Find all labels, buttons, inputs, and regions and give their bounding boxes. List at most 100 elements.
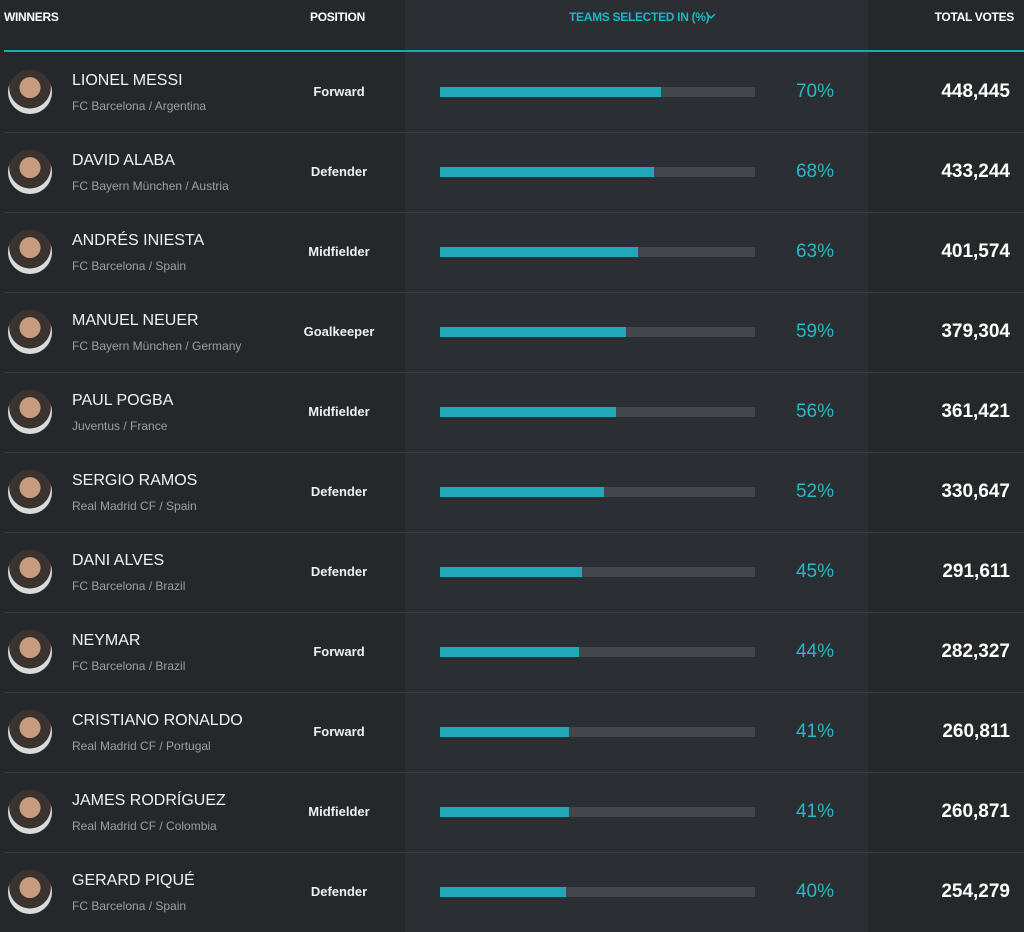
row-divider [4, 292, 1024, 293]
sort-chevron[interactable] [706, 12, 716, 20]
row-divider [4, 772, 1024, 773]
bar-track [440, 407, 755, 417]
bar-fill [440, 407, 617, 417]
bar-track [440, 167, 755, 177]
player-name: ANDRÉS INIESTA [72, 232, 205, 249]
bar-track [440, 87, 755, 97]
total-votes: 260,871 [941, 801, 1010, 822]
player-club: FC Bayern München / Austria [72, 179, 229, 193]
column-header[interactable]: TOTAL VOTES [934, 10, 1015, 24]
bar-fill [440, 327, 626, 337]
player-club: FC Barcelona / Spain [72, 899, 187, 913]
header-divider [4, 50, 1024, 52]
total-votes: 260,811 [942, 721, 1010, 742]
player-avatar [8, 630, 52, 674]
bar-track [440, 807, 755, 817]
player-avatar [8, 710, 52, 754]
player-avatar [8, 550, 52, 594]
player-club: FC Barcelona / Brazil [72, 579, 186, 593]
player-name: CRISTIANO RONALDO [72, 712, 243, 729]
percent-label: 45% [795, 561, 835, 582]
total-votes: 330,647 [941, 481, 1010, 502]
percent-label: 52% [795, 481, 835, 502]
player-name: LIONEL MESSI [72, 72, 183, 89]
bar-track [440, 487, 755, 497]
bar-fill [440, 727, 570, 737]
player-position: Defender [310, 564, 368, 579]
row-divider [4, 692, 1024, 693]
sorted-column-highlight [405, 0, 868, 932]
row-divider [4, 452, 1024, 453]
row-divider [4, 852, 1024, 853]
player-name: PAUL POGBA [72, 392, 174, 409]
total-votes: 254,279 [941, 881, 1010, 902]
player-name: JAMES RODRÍGUEZ [72, 792, 226, 809]
percent-label: 41% [795, 721, 835, 742]
player-name: NEYMAR [72, 632, 141, 649]
row-divider [4, 132, 1024, 133]
player-position: Forward [313, 84, 365, 99]
player-club: FC Barcelona / Brazil [72, 659, 186, 673]
total-votes: 401,574 [941, 241, 1010, 262]
column-header[interactable]: WINNERS [4, 10, 59, 24]
percent-label: 70% [795, 81, 835, 102]
player-avatar [8, 390, 52, 434]
bar-fill [440, 567, 582, 577]
player-avatar [8, 70, 52, 114]
player-name: GERARD PIQUÉ [72, 872, 195, 889]
bar-fill [440, 887, 566, 897]
percent-label: 63% [795, 241, 835, 262]
row-divider [4, 212, 1024, 213]
bar-fill [440, 807, 570, 817]
player-position: Forward [313, 644, 365, 659]
percent-label: 59% [795, 321, 835, 342]
player-avatar [8, 230, 52, 274]
player-position: Defender [310, 884, 368, 899]
total-votes: 361,421 [941, 401, 1010, 422]
row-divider [4, 612, 1024, 613]
player-avatar [8, 470, 52, 514]
bar-track [440, 567, 755, 577]
player-club: Real Madrid CF / Spain [72, 499, 197, 513]
column-header[interactable]: POSITION [310, 10, 365, 24]
total-votes: 291,611 [942, 561, 1010, 582]
bar-fill [440, 87, 661, 97]
bar-fill [440, 487, 604, 497]
bar-track [440, 647, 755, 657]
percent-label: 40% [795, 881, 835, 902]
player-name: DANI ALVES [72, 552, 165, 569]
player-position: Midfielder [308, 244, 370, 259]
player-name: MANUEL NEUER [72, 312, 199, 329]
player-avatar [8, 790, 52, 834]
total-votes: 282,327 [941, 641, 1010, 662]
bar-track [440, 327, 755, 337]
player-position: Midfielder [308, 404, 370, 419]
player-avatar [8, 150, 52, 194]
bar-track [440, 247, 755, 257]
bar-fill [440, 247, 639, 257]
player-club: Real Madrid CF / Colombia [72, 819, 217, 833]
player-club: FC Barcelona / Argentina [72, 99, 207, 113]
player-position: Midfielder [308, 804, 370, 819]
bar-fill [440, 647, 579, 657]
percent-label: 56% [795, 401, 835, 422]
player-name: DAVID ALABA [72, 152, 175, 169]
player-club: Juventus / France [72, 419, 168, 433]
column-header[interactable]: TEAMS SELECTED IN (%) [569, 10, 710, 24]
row-divider [4, 532, 1024, 533]
total-votes: 379,304 [941, 321, 1010, 342]
player-avatar [8, 310, 52, 354]
player-position: Goalkeeper [303, 324, 375, 339]
percent-label: 44% [795, 641, 835, 662]
bar-fill [440, 167, 655, 177]
percent-label: 68% [795, 161, 835, 182]
percent-label: 41% [795, 801, 835, 822]
total-votes: 448,445 [941, 81, 1010, 102]
player-position: Defender [310, 484, 368, 499]
total-votes: 433,244 [941, 161, 1010, 182]
player-club: FC Barcelona / Spain [72, 259, 187, 273]
bar-track [440, 887, 755, 897]
player-club: FC Bayern München / Germany [72, 339, 242, 353]
player-avatar [8, 870, 52, 914]
